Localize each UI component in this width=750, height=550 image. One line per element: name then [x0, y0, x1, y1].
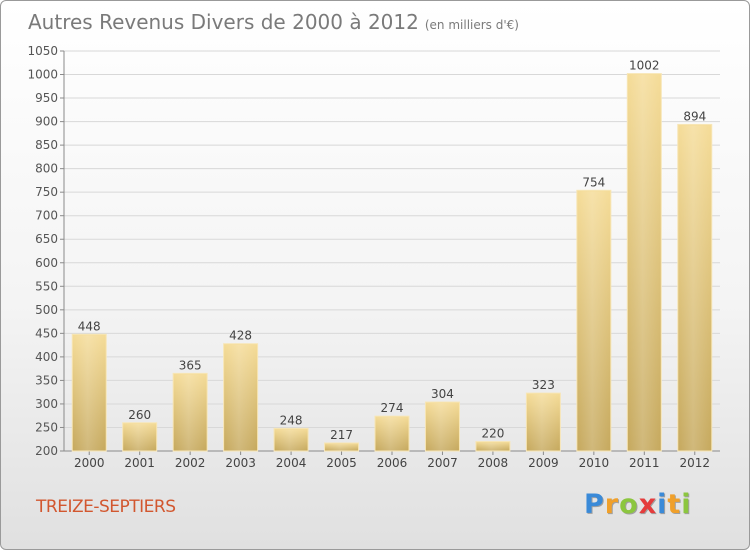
bar-highlight: [577, 191, 610, 451]
logo-letter: r: [604, 489, 620, 520]
x-tick-label: 2002: [175, 456, 206, 470]
grid-lines: [64, 50, 720, 428]
data-label: 220: [481, 427, 504, 441]
y-tick-label: 300: [35, 397, 58, 411]
logo-letter: P: [584, 489, 605, 520]
bar-highlight: [628, 74, 661, 452]
y-tick-label: 200: [35, 444, 58, 458]
y-tick-label: 950: [35, 91, 58, 105]
x-tick-label: 2010: [579, 456, 610, 470]
x-tick-label: 2003: [225, 456, 256, 470]
bar-highlight: [527, 394, 560, 451]
bar-highlight: [224, 344, 257, 451]
logo-letter: o: [619, 489, 639, 520]
logo-letter: i: [681, 489, 692, 520]
bars: [71, 73, 713, 452]
data-label: 217: [330, 428, 353, 442]
x-tick-label: 2005: [326, 456, 357, 470]
data-label: 894: [683, 109, 706, 123]
y-tick-label: 1050: [27, 44, 58, 58]
data-label: 365: [179, 358, 202, 372]
chart-subtitle: (en milliers d'€): [424, 18, 519, 32]
bar-highlight: [123, 423, 156, 451]
y-tick-label: 800: [35, 162, 58, 176]
x-tick-label: 2000: [74, 456, 105, 470]
y-tick-label: 700: [35, 209, 58, 223]
y-tick-label: 400: [35, 350, 58, 364]
proxiti-logo: Proxiti: [584, 489, 692, 520]
y-tick-label: 850: [35, 138, 58, 152]
y-tick-label: 550: [35, 279, 58, 293]
chart-title-text: Autres Revenus Divers de 2000 à 2012: [28, 10, 419, 34]
data-label: 304: [431, 387, 454, 401]
logo-letter: x: [638, 489, 658, 520]
y-tick-label: 750: [35, 185, 58, 199]
data-label: 274: [381, 401, 404, 415]
x-tick-label: 2007: [427, 456, 458, 470]
x-tick-label: 2012: [679, 456, 710, 470]
data-label: 248: [280, 413, 303, 427]
y-tick-label: 1000: [27, 68, 58, 82]
y-tick-labels: 200 250 300 350 400 450 500 550 600 650 700 750 800 8…: [27, 44, 58, 458]
y-tick-label: 250: [35, 420, 58, 434]
y-tick-label: 900: [35, 115, 58, 129]
bar-highlight: [325, 444, 358, 451]
x-tick-label: 2011: [629, 456, 660, 470]
data-label: 428: [229, 329, 252, 343]
data-label: 323: [532, 378, 555, 392]
data-label: 1002: [629, 59, 660, 73]
chart-title: Autres Revenus Divers de 2000 à 2012 (en …: [28, 10, 519, 34]
bar-highlight: [73, 335, 106, 451]
y-tick-label: 350: [35, 373, 58, 387]
axes: [60, 50, 720, 455]
y-tick-label: 500: [35, 303, 58, 317]
logo-letter: i: [657, 489, 668, 520]
data-label: 448: [78, 319, 101, 333]
x-tick-label: 2006: [377, 456, 408, 470]
y-tick-label: 650: [35, 232, 58, 246]
data-label: 754: [582, 175, 605, 189]
bar-highlight: [376, 417, 408, 451]
bar-highlight: [426, 403, 459, 451]
commune-name: TREIZE-SEPTIERS: [36, 497, 176, 517]
y-tick-label: 600: [35, 256, 58, 270]
logo-letter: t: [667, 489, 682, 520]
x-tick-label: 2008: [478, 456, 509, 470]
x-tick-label: 2001: [124, 456, 155, 470]
bar-highlight: [174, 374, 207, 451]
bar-highlight: [476, 442, 509, 451]
data-label: 260: [128, 408, 151, 422]
x-tick-labels: 2000 2001 2002 2003 2004 2005 2006 2007 2008 2009…: [74, 456, 710, 470]
x-tick-label: 2004: [276, 456, 307, 470]
bar-highlight: [678, 125, 711, 451]
data-labels: 448 260 365 428 248 217 274 304 220 323 754 1002 894: [78, 59, 706, 442]
bar-highlight: [275, 429, 308, 451]
x-tick-label: 2009: [528, 456, 559, 470]
y-tick-label: 450: [35, 326, 58, 340]
